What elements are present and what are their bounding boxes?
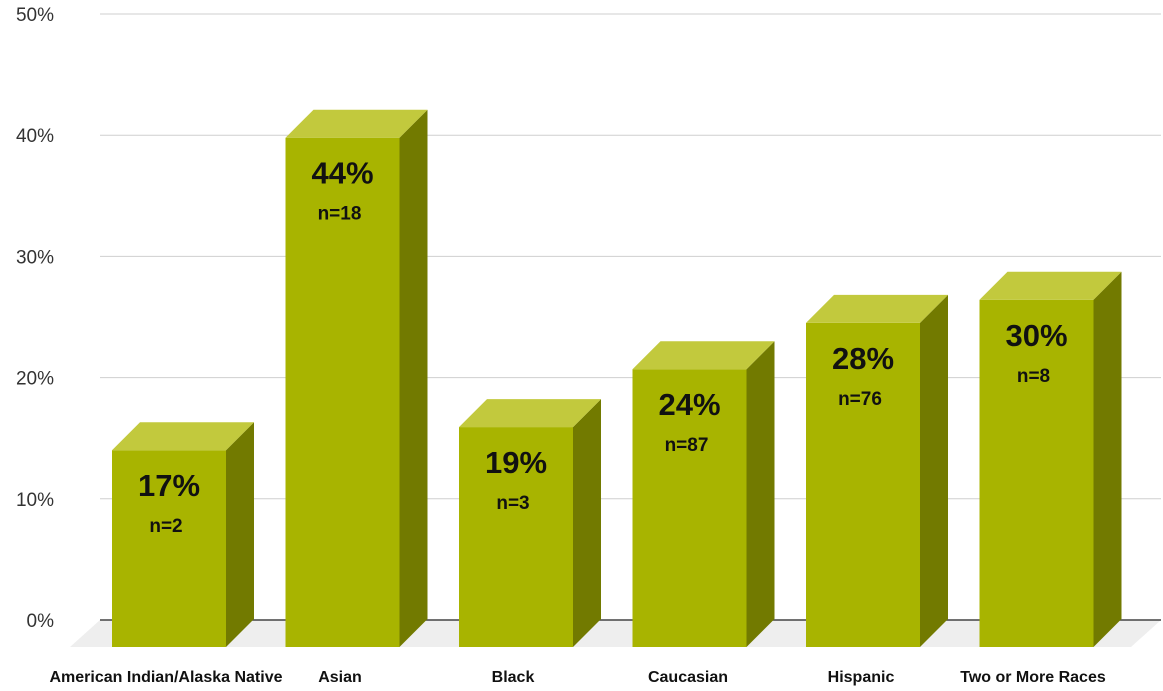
bar-side bbox=[920, 294, 948, 647]
y-tick-label: 0% bbox=[27, 611, 55, 632]
bar-top bbox=[112, 422, 254, 451]
bar-top bbox=[285, 109, 428, 138]
bar-n-label: n=3 bbox=[496, 493, 529, 514]
bar-top bbox=[979, 271, 1122, 300]
bar-value-label: 44% bbox=[311, 156, 373, 191]
bar bbox=[806, 294, 948, 647]
y-axis-ticks: 0% 10% 20% 30% 40% 50% bbox=[16, 5, 54, 632]
bar-value-label: 17% bbox=[138, 468, 200, 503]
category-label: Two or More Races bbox=[960, 669, 1106, 686]
bar-front bbox=[632, 369, 747, 647]
bar-value-label: 24% bbox=[658, 387, 720, 422]
bar-n-label: n=18 bbox=[318, 204, 362, 225]
y-tick-label: 10% bbox=[16, 490, 54, 511]
bar-value-label: 19% bbox=[485, 445, 547, 480]
category-label: American Indian/Alaska Native bbox=[50, 669, 283, 686]
bar bbox=[979, 271, 1122, 647]
bar bbox=[459, 399, 601, 647]
bar-top bbox=[806, 294, 948, 323]
category-label: Hispanic bbox=[828, 669, 895, 686]
bar-side bbox=[1093, 271, 1122, 647]
bar-n-label: n=76 bbox=[838, 389, 882, 410]
bar-n-label: n=2 bbox=[149, 516, 182, 537]
category-label: Asian bbox=[318, 669, 362, 686]
y-tick-label: 50% bbox=[16, 5, 54, 26]
bar-front bbox=[806, 322, 920, 647]
bar-side bbox=[573, 399, 601, 647]
bar-n-label: n=8 bbox=[1017, 366, 1050, 387]
y-tick-label: 40% bbox=[16, 126, 54, 147]
bar bbox=[285, 109, 428, 648]
y-tick-label: 20% bbox=[16, 369, 54, 390]
bar-side bbox=[399, 109, 428, 648]
bar-side bbox=[226, 422, 254, 647]
bar bbox=[632, 341, 775, 647]
bar bbox=[112, 422, 254, 647]
category-label: Black bbox=[492, 669, 535, 686]
bar-front bbox=[459, 427, 573, 647]
bars bbox=[112, 109, 1122, 648]
bar-front bbox=[285, 137, 400, 648]
y-tick-label: 30% bbox=[16, 247, 54, 268]
bar-front bbox=[112, 450, 226, 647]
value-labels: 17% n=2 44% n=18 19% n=3 24% n=87 28% n=76 30% n=8 bbox=[138, 156, 1068, 538]
bar-side bbox=[746, 341, 775, 647]
bar-front bbox=[979, 299, 1094, 647]
bar-top bbox=[632, 341, 775, 370]
bar-value-label: 28% bbox=[832, 341, 894, 376]
bar-n-label: n=87 bbox=[665, 435, 709, 456]
bar-value-label: 30% bbox=[1005, 318, 1067, 353]
bar-top bbox=[459, 399, 601, 428]
category-labels: American Indian/Alaska Native Asian Black C… bbox=[50, 669, 1106, 686]
category-label: Caucasian bbox=[648, 669, 728, 686]
